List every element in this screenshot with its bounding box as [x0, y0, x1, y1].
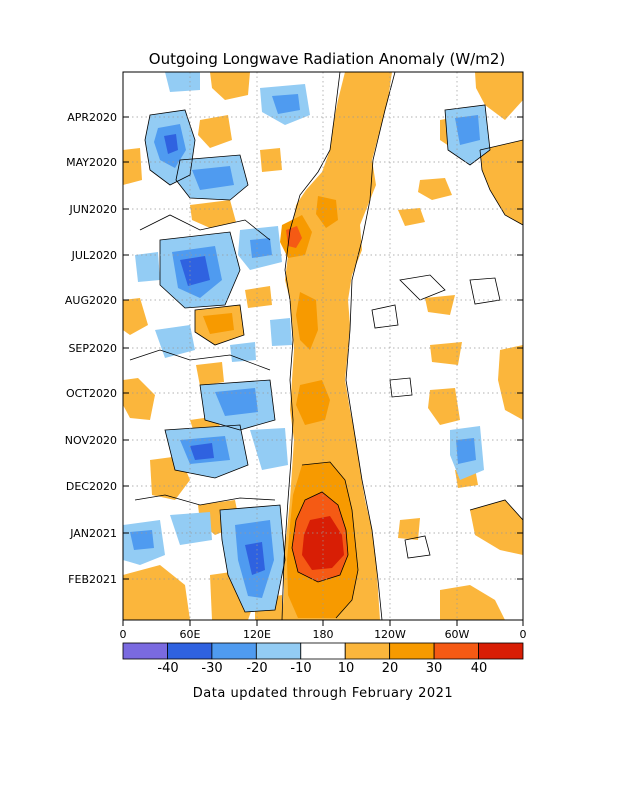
colorbar-swatch-6 [389, 642, 435, 660]
colorbar-swatch-1 [167, 642, 213, 660]
x-tick-0: 0 [120, 628, 127, 641]
y-tick-nov2020: NOV2020 [65, 434, 117, 447]
y-tick-oct2020: OCT2020 [66, 387, 117, 400]
colorbar-swatch-5 [344, 642, 391, 660]
y-tick-feb2021: FEB2021 [68, 573, 117, 586]
y-tick-apr2020: APR2020 [67, 111, 117, 124]
colorbar-swatch-7 [433, 642, 479, 660]
x-tick-0-right: 0 [520, 628, 527, 641]
dateline-max-core [302, 516, 344, 570]
plot-area [123, 72, 523, 620]
y-tick-jul2020: JUL2020 [71, 249, 117, 262]
y-tick-dec2020: DEC2020 [66, 480, 117, 493]
colorbar-tick-m10: -10 [290, 661, 311, 676]
colorbar-tick-m30: -30 [201, 661, 222, 676]
colorbar: -40 -30 -20 -10 10 20 30 40 [122, 642, 524, 676]
x-axis: 0 60E 120E 180 120W 60W 0 [120, 620, 527, 641]
colorbar-tick-20: 20 [382, 661, 399, 676]
colorbar-tick-m20: -20 [246, 661, 267, 676]
grid-lines [123, 72, 523, 620]
colorbar-swatch-2 [211, 642, 257, 660]
x-tick-120w: 120W [374, 628, 406, 641]
x-tick-60w: 60W [445, 628, 470, 641]
colorbar-swatch-3 [255, 642, 302, 660]
colorbar-swatches [122, 642, 524, 660]
x-tick-60e: 60E [180, 628, 201, 641]
y-tick-aug2020: AUG2020 [65, 294, 117, 307]
y-tick-jan2021: JAN2021 [69, 527, 117, 540]
y-axis: APR2020 MAY2020 JUN2020 JUL2020 AUG2020 … [65, 111, 523, 586]
y-tick-jun2020: JUN2020 [68, 203, 117, 216]
colorbar-tick-m40: -40 [157, 661, 178, 676]
colorbar-tick-10: 10 [338, 661, 355, 676]
y-tick-may2020: MAY2020 [66, 156, 117, 169]
colorbar-tick-40: 40 [471, 661, 488, 676]
chart-title: Outgoing Longwave Radiation Anomaly (W/m… [149, 50, 505, 68]
data-update-note: Data updated through February 2021 [193, 686, 453, 701]
colorbar-swatch-8 [478, 642, 524, 660]
colorbar-swatch-0 [122, 642, 168, 660]
x-tick-180: 180 [313, 628, 334, 641]
y-tick-sep2020: SEP2020 [68, 342, 117, 355]
x-tick-120e: 120E [243, 628, 271, 641]
colorbar-swatch-4 [300, 642, 346, 660]
colorbar-tick-30: 30 [426, 661, 443, 676]
